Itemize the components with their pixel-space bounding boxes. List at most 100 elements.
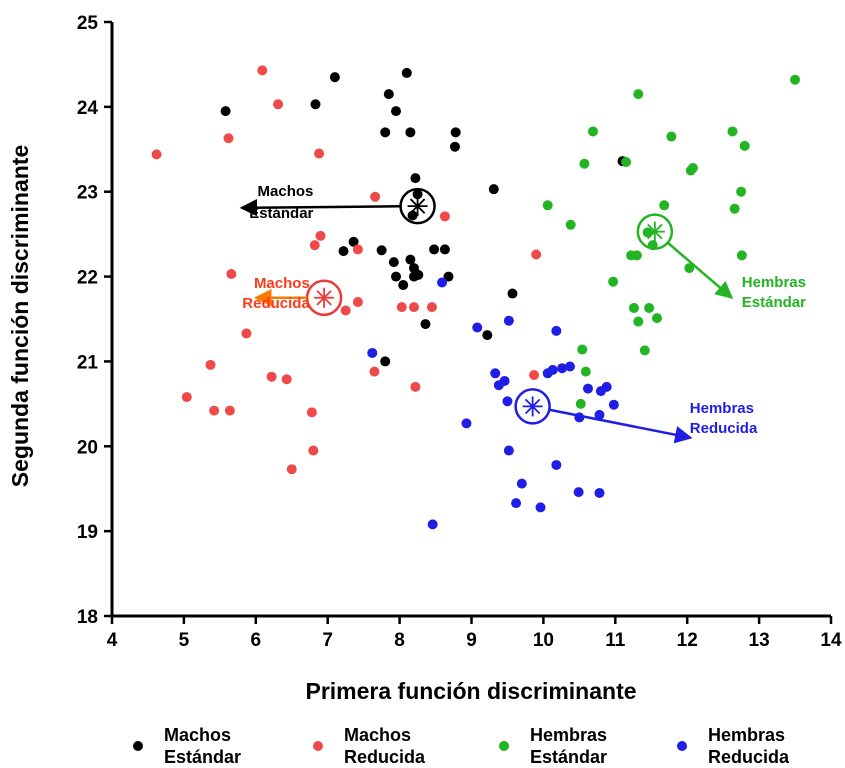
data-point	[588, 126, 599, 137]
data-point	[329, 72, 340, 83]
data-point	[507, 288, 518, 299]
data-point	[340, 305, 351, 316]
group-centroids: Machos Estándar Machos Reducida Hembras Están…	[239, 183, 806, 444]
y-tick-label: 19	[77, 522, 98, 543]
data-point	[736, 250, 747, 261]
data-point	[577, 344, 588, 355]
centroid-asterisk	[409, 198, 426, 214]
data-point	[266, 371, 277, 382]
data-point	[608, 399, 619, 410]
data-point	[633, 89, 644, 100]
data-point	[223, 133, 234, 144]
data-point	[420, 319, 431, 330]
data-point	[439, 211, 450, 222]
data-point	[398, 280, 409, 291]
data-point	[439, 244, 450, 255]
y-tick-label: 21	[77, 352, 99, 373]
data-point	[380, 127, 391, 138]
centroid-label-line2: Estándar	[249, 205, 313, 222]
data-point	[659, 200, 670, 211]
centroid-asterisk	[316, 290, 332, 306]
data-point	[308, 445, 319, 456]
centroid-asterisk	[647, 223, 663, 240]
series-0	[220, 67, 628, 367]
centroid-ring	[399, 187, 436, 225]
centroid-ring	[636, 213, 674, 250]
data-point	[405, 127, 416, 138]
centroid-label-line2: Reducida	[242, 295, 310, 312]
data-point	[410, 381, 421, 392]
legend-swatch	[313, 741, 323, 751]
data-point	[369, 366, 380, 377]
data-point	[547, 364, 558, 375]
y-tick-label: 20	[77, 437, 98, 458]
data-point	[727, 126, 738, 137]
legend-label-line2: Estándar	[530, 747, 607, 767]
data-point	[383, 89, 394, 100]
data-point	[407, 210, 418, 221]
data-point	[580, 366, 591, 377]
data-point	[338, 246, 349, 257]
data-point	[472, 322, 483, 333]
data-point	[401, 67, 412, 78]
centroid-1: Machos Reducida	[242, 275, 343, 317]
x-tick-label: 9	[466, 630, 477, 651]
centroid-asterisk	[524, 398, 541, 415]
data-point	[408, 302, 419, 313]
data-point	[503, 445, 514, 456]
x-tick-label: 13	[749, 630, 770, 651]
data-point	[443, 271, 454, 282]
data-point	[601, 381, 612, 392]
data-point	[367, 347, 378, 358]
y-axis-title: Segunda función discriminante	[7, 145, 33, 487]
data-point	[535, 502, 546, 513]
data-point	[370, 191, 381, 202]
legend-swatch	[133, 741, 143, 751]
data-point	[151, 149, 162, 160]
data-point	[410, 173, 421, 184]
legend-label-line1: Hembras	[708, 725, 785, 745]
legend-swatch	[677, 741, 687, 751]
data-point	[257, 65, 268, 76]
legend-label-line2: Reducida	[708, 747, 790, 767]
x-axis-title: Primera función discriminante	[305, 678, 636, 704]
data-point	[209, 405, 220, 416]
data-point	[644, 302, 655, 313]
data-point	[529, 370, 540, 381]
data-point	[241, 328, 252, 339]
data-point	[502, 396, 513, 407]
data-point	[633, 316, 644, 327]
data-point	[396, 302, 407, 313]
data-point	[557, 363, 568, 374]
data-point	[488, 184, 499, 195]
data-point	[565, 361, 576, 372]
centroid-label-line2: Estándar	[742, 294, 806, 311]
data-point	[621, 157, 632, 168]
data-point	[565, 219, 576, 230]
data-point	[490, 368, 501, 379]
data-point	[309, 240, 320, 251]
y-tick-label: 18	[77, 607, 98, 628]
data-point	[226, 269, 237, 280]
data-point	[666, 131, 677, 142]
data-point	[273, 99, 284, 110]
data-point	[376, 245, 387, 256]
data-point	[739, 140, 750, 151]
data-point	[429, 244, 440, 255]
x-tick-label: 14	[820, 630, 842, 651]
data-points	[151, 65, 801, 530]
legend-swatch	[499, 741, 509, 751]
x-tick-label: 6	[251, 630, 262, 651]
data-point	[461, 418, 472, 429]
data-point	[352, 244, 363, 255]
data-point	[391, 106, 402, 117]
data-point	[348, 236, 359, 247]
centroid-label-line1: Machos	[258, 183, 314, 200]
data-point	[482, 330, 493, 341]
legend-label-line2: Estándar	[164, 747, 241, 767]
x-tick-label: 11	[605, 630, 626, 651]
data-point	[380, 356, 391, 367]
centroid-ring	[514, 388, 551, 425]
